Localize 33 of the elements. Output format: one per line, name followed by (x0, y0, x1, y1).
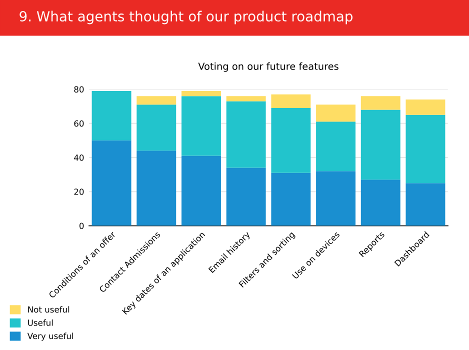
y-tick-label: 40 (74, 154, 84, 161)
bar (92, 90, 132, 140)
bar (181, 96, 221, 156)
bar (360, 96, 400, 110)
bar (406, 114, 446, 184)
bar (136, 150, 176, 226)
y-tick-label: 60 (74, 120, 84, 127)
bar (360, 110, 400, 180)
bar (136, 96, 176, 105)
bar (406, 99, 446, 115)
legend-label: Not useful (28, 306, 70, 313)
y-tick-label: 0 (79, 222, 84, 230)
chart-subtitle: Voting on our future features (198, 62, 338, 72)
bar (226, 101, 266, 168)
bar (226, 96, 266, 102)
bar (136, 104, 176, 151)
y-tick-label: 20 (74, 188, 84, 195)
bar (316, 104, 356, 122)
bar (226, 168, 266, 226)
bar (360, 180, 400, 226)
bar (316, 122, 356, 172)
bar (406, 183, 446, 226)
bar (271, 108, 311, 173)
legend-label: Useful (28, 319, 53, 326)
bar (92, 140, 132, 226)
bar (181, 156, 221, 226)
legend-label: Very useful (27, 332, 74, 341)
bar (181, 90, 221, 96)
bar (271, 172, 311, 226)
bar (271, 94, 311, 108)
bar (316, 171, 356, 226)
y-tick-label: 80 (74, 86, 84, 93)
chart-title: 9. What agents thought of our product roadmap (20, 10, 353, 24)
